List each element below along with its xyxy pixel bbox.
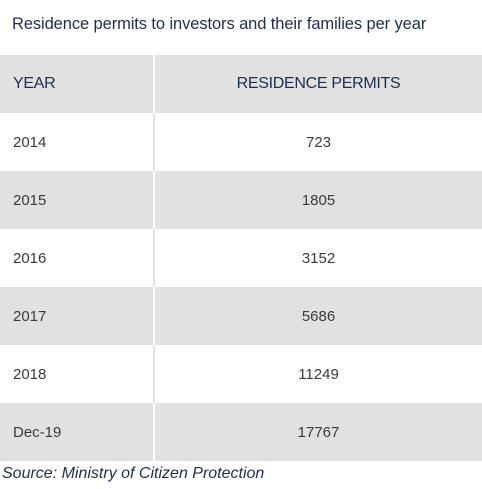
year-column-header: YEAR	[0, 55, 155, 113]
permits-cell: 1805	[154, 171, 482, 229]
year-cell: Dec-19	[0, 403, 155, 461]
year-cell: 2016	[0, 229, 155, 287]
year-cell: 2014	[0, 113, 155, 171]
permits-cell: 3152	[154, 229, 482, 287]
table-row: 2015 1805	[0, 171, 482, 229]
table-row: 2018 11249	[0, 345, 482, 403]
year-cell: 2017	[0, 287, 155, 345]
year-cell: 2018	[0, 345, 155, 403]
table-row: 2016 3152	[0, 229, 482, 287]
permits-cell: 17767	[154, 403, 482, 461]
table-row: 2017 5686	[0, 287, 482, 345]
header-row: YEAR RESIDENCE PERMITS	[0, 55, 482, 113]
permits-cell: 5686	[154, 287, 482, 345]
year-cell: 2015	[0, 171, 155, 229]
table-row: 2014 723	[0, 113, 482, 171]
table-title: Residence permits to investors and their…	[12, 15, 427, 33]
table-row: Dec-19 17767	[0, 403, 482, 461]
source-note: Source: Ministry of Citizen Protection	[2, 465, 265, 482]
permits-table: YEAR RESIDENCE PERMITS 2014 723 2015 180…	[0, 55, 482, 461]
permits-column-header: RESIDENCE PERMITS	[154, 55, 482, 113]
permits-cell: 11249	[154, 345, 482, 403]
permits-cell: 723	[154, 113, 482, 171]
